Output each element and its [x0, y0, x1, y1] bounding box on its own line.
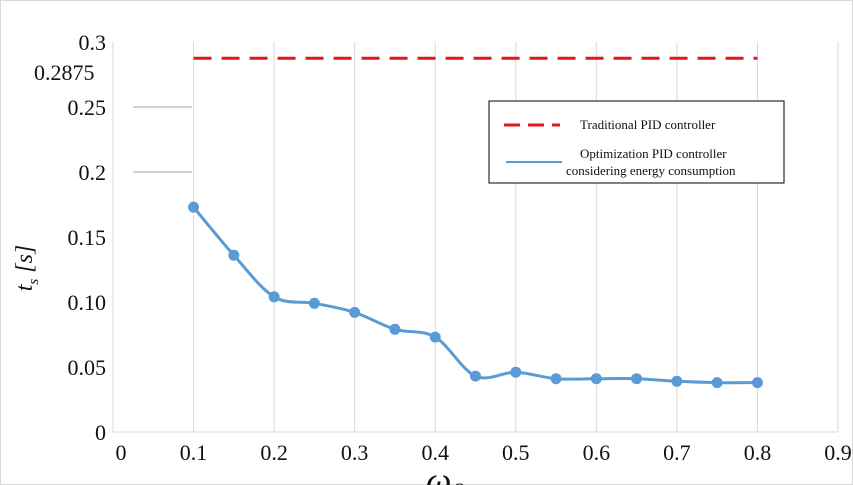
data-point-3: [308, 297, 320, 309]
x-tick-label-7: 0.7: [663, 440, 691, 465]
y-tick-label-2: 0.10: [68, 290, 107, 315]
series-layer: [188, 56, 763, 389]
x-tick-label-6: 0.6: [583, 440, 611, 465]
annotation-label: 0.2875: [34, 60, 95, 85]
legend-label-optimization-line2: considering energy consumption: [566, 163, 736, 178]
y-tick-label-6: 0.3: [79, 30, 107, 55]
x-tick-label-2: 0.2: [260, 440, 288, 465]
data-point-8: [510, 366, 522, 378]
data-point-1: [228, 249, 240, 261]
data-point-7: [470, 370, 481, 382]
x-axis-label: ω2: [426, 460, 464, 485]
x-tick-label-5: 0.5: [502, 440, 530, 465]
y-tick-label-4: 0.2: [79, 160, 107, 185]
x-tick-labels: 0 0.1 0.2 0.3 0.4 0.5 0.6 0.7 0.8 0.9: [116, 440, 852, 465]
legend-box: [488, 100, 785, 184]
y-axis-label-unit: [s]: [12, 245, 38, 273]
y-tick-label-0: 0: [95, 420, 106, 445]
x-tick-label-8: 0.8: [744, 440, 772, 465]
data-point-0: [188, 201, 200, 213]
x-tick-label-3: 0.3: [341, 440, 369, 465]
y-axis-label-sub: s: [26, 279, 42, 285]
y-tick-label-5: 0.25: [68, 95, 107, 120]
data-point-12: [671, 375, 683, 387]
svg-text:ts[s]: ts [s]: [12, 245, 42, 292]
data-point-14: [751, 377, 763, 389]
x-tick-label-4: 0.4: [421, 440, 449, 465]
y-tick-labels: 0 0.05 0.10 0.15 0.2 0.25 0.3: [68, 30, 107, 445]
legend-label-traditional: Traditional PID controller: [580, 117, 716, 132]
y-tick-label-1: 0.05: [68, 355, 107, 380]
y-tick-label-3: 0.15: [68, 225, 107, 250]
data-point-5: [389, 323, 401, 335]
data-point-13: [711, 377, 723, 389]
data-point-9: [550, 373, 562, 385]
y-axis-label-main: t: [12, 283, 38, 291]
legend-label-optimization-line1: Optimization PID controller: [580, 146, 727, 161]
legend: Traditional PID controller Optimization …: [488, 100, 785, 184]
data-point-2: [268, 291, 280, 303]
x-tick-label-0: 0: [116, 440, 127, 465]
x-axis-label-sub: 2: [453, 478, 464, 485]
y-axis-label: ts [s]: [12, 245, 42, 292]
data-point-4: [349, 306, 361, 318]
x-tick-label-9: 0.9: [824, 440, 852, 465]
data-point-6: [429, 331, 441, 343]
data-point-10: [590, 373, 602, 385]
data-point-11: [631, 373, 643, 385]
x-axis-label-main: ω: [426, 460, 451, 485]
x-tick-label-1: 0.1: [180, 440, 208, 465]
